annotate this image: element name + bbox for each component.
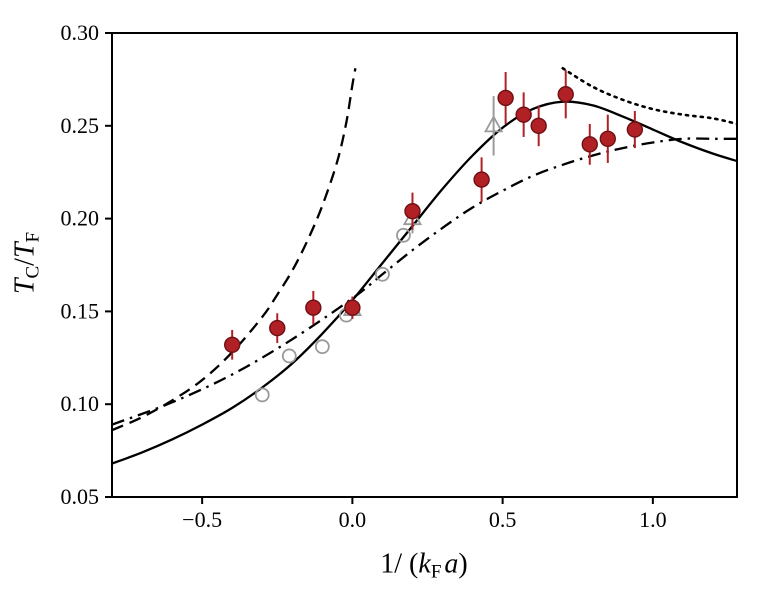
- x-tick-label: 0.5: [489, 507, 517, 532]
- ylabel-sub-C: C: [22, 265, 44, 279]
- axis-ticks: −0.5 0.0 0.5 1.0 0.05 0.10 0.15 0.20 0.25 0.30: [61, 20, 667, 532]
- gray-open-triangles: [342, 96, 504, 319]
- data-point: [254, 387, 270, 403]
- xlabel-sub-F: F: [430, 561, 442, 583]
- data-point: [599, 130, 616, 147]
- ylabel-T2: T: [9, 242, 41, 259]
- data-point: [375, 266, 390, 282]
- dotted-theory-curve: [561, 66, 737, 126]
- data-point: [557, 86, 574, 103]
- y-tick-label: 0.15: [61, 298, 100, 323]
- dashdot-theory-curve: [112, 137, 737, 426]
- xlabel-k: k: [418, 548, 431, 580]
- y-tick-label: 0.10: [61, 391, 100, 416]
- xlabel-a: a: [444, 548, 459, 580]
- data-point: [626, 121, 644, 138]
- data-point: [473, 171, 490, 188]
- data-point: [581, 136, 598, 153]
- data-point: [281, 348, 297, 364]
- data-point: [515, 106, 532, 123]
- y-tick-label: 0.05: [61, 484, 100, 509]
- dashed-theory-curve: [112, 68, 357, 432]
- data-point: [404, 202, 421, 220]
- solid-theory-curve: [112, 100, 737, 465]
- data-point: [305, 299, 322, 316]
- x-axis-label: 1/ (kF a): [380, 549, 467, 584]
- data-point: [530, 117, 547, 135]
- y-tick-label: 0.30: [61, 20, 100, 45]
- data-point: [497, 89, 514, 107]
- axes-spines: [111, 32, 738, 498]
- ylabel-sub-F: F: [22, 231, 44, 243]
- red-filled-circles: [223, 70, 644, 360]
- xlabel-prefix: 1/ (: [380, 548, 419, 580]
- xlabel-suffix: ): [458, 548, 468, 580]
- x-tick-label: 1.0: [639, 507, 667, 532]
- data-point: [396, 227, 411, 243]
- x-tick-label: 0.0: [339, 507, 367, 532]
- x-tick-label: −0.5: [182, 507, 222, 532]
- data-point: [269, 319, 286, 337]
- y-axis-label: TC/TF: [10, 232, 45, 294]
- data-point: [344, 299, 361, 316]
- y-tick-label: 0.25: [61, 113, 100, 138]
- ylabel-slash: /: [9, 258, 41, 266]
- data-point: [223, 336, 241, 354]
- ylabel-T1: T: [9, 278, 41, 295]
- theory-curves: [112, 66, 737, 465]
- data-point: [314, 339, 330, 355]
- y-tick-label: 0.20: [61, 206, 100, 231]
- data-point: [483, 114, 504, 133]
